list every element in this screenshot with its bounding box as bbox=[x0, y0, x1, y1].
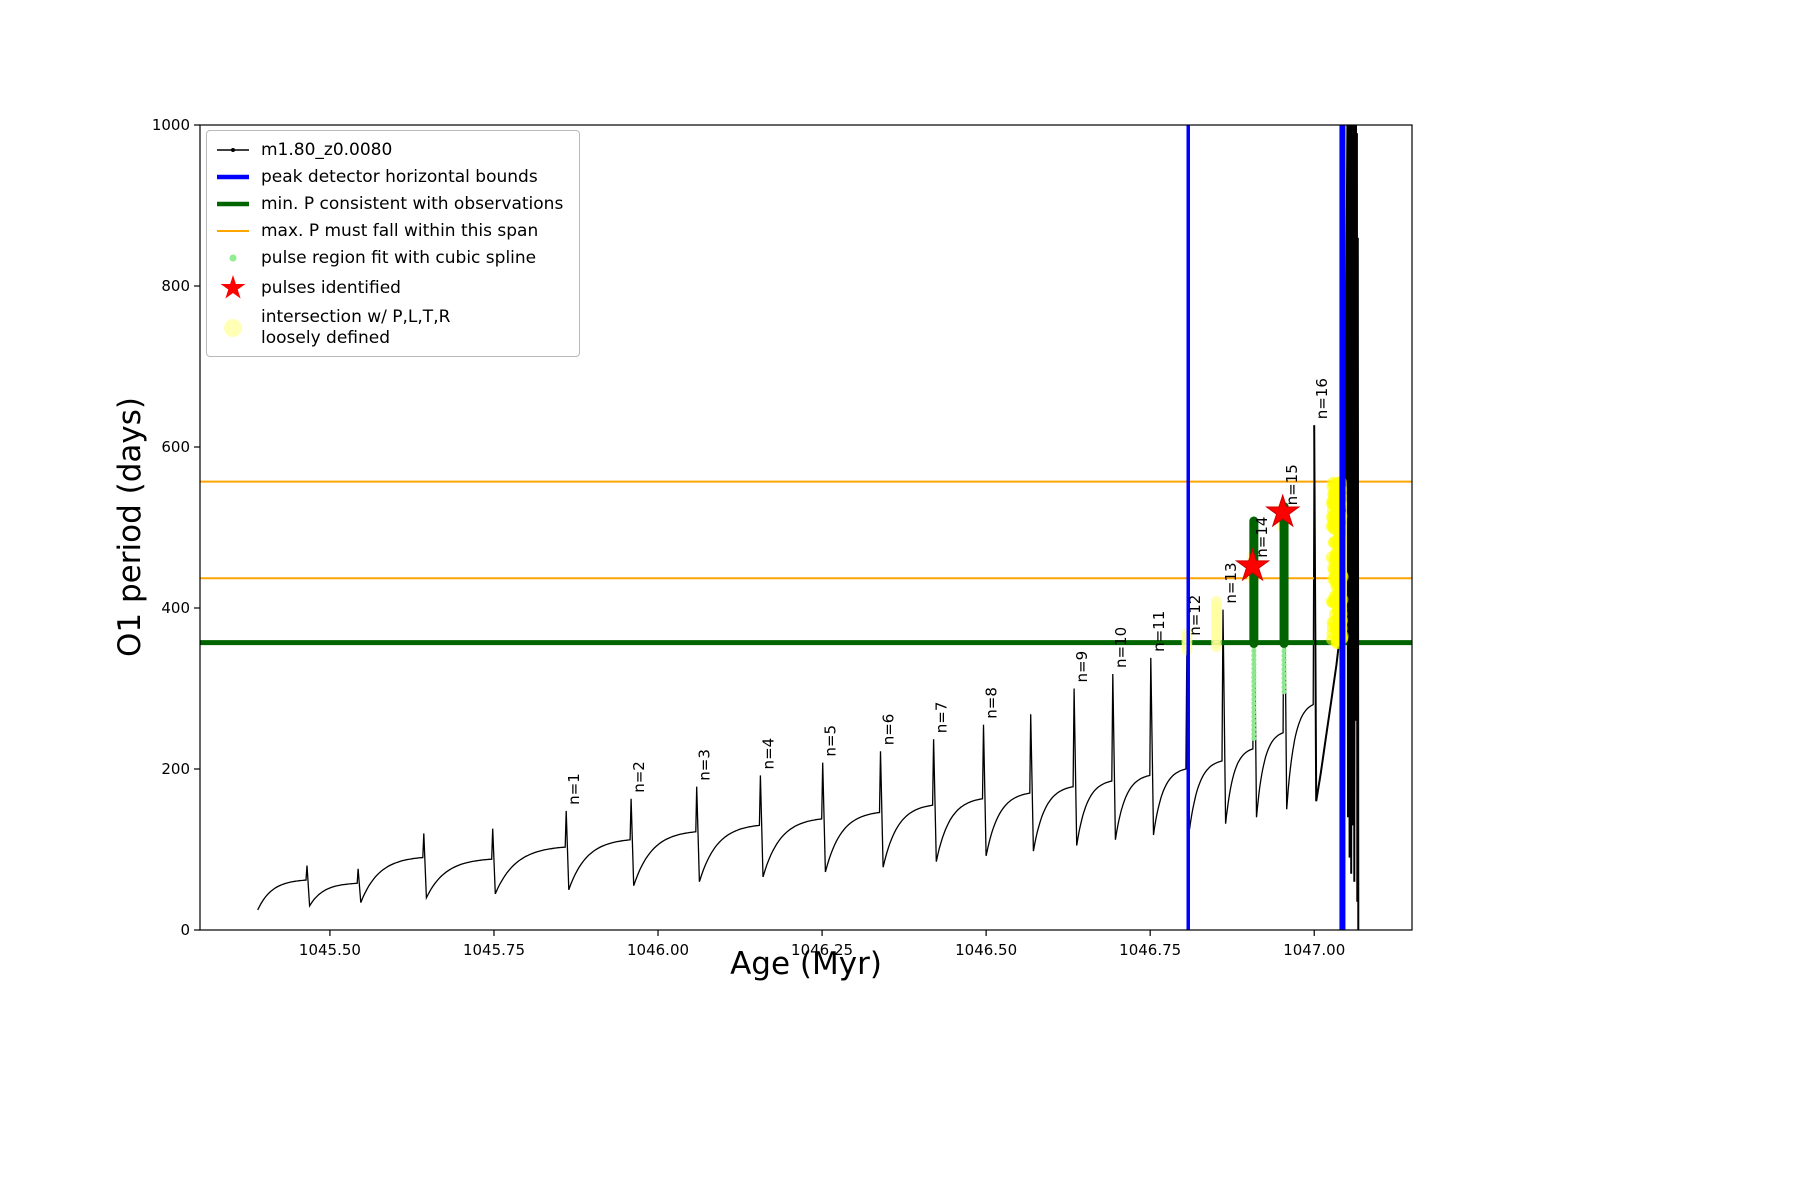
legend-label: m1.80_z0.0080 bbox=[261, 139, 393, 160]
pulse-number-label: n=8 bbox=[983, 687, 1001, 719]
spline_light-point bbox=[1251, 657, 1257, 663]
spline_light-point bbox=[1281, 680, 1287, 686]
y-tick-label: 800 bbox=[161, 277, 190, 295]
loose-point bbox=[1210, 596, 1222, 608]
x-tick-label: 1046.25 bbox=[791, 941, 853, 959]
spline_light-point bbox=[1251, 700, 1257, 707]
spline_light-point bbox=[1281, 653, 1287, 659]
y-tick-label: 200 bbox=[161, 760, 190, 778]
spline_light-point bbox=[1251, 648, 1257, 654]
legend-label: pulse region fit with cubic spline bbox=[261, 247, 537, 268]
pulse-number-label: n=13 bbox=[1222, 562, 1240, 603]
legend-label: min. P consistent with observations bbox=[261, 193, 564, 214]
x-tick-label: 1046.00 bbox=[627, 941, 689, 959]
series-line-icon bbox=[215, 139, 251, 161]
spline_light-point bbox=[1281, 666, 1287, 672]
pulse-labels: n=1 n=2 n=3 n=4 n=5 n=6 n=7 n=8 n=9 n=10 n=11 n=12 n… bbox=[565, 378, 1331, 805]
pulse-number-label: n=12 bbox=[1186, 595, 1204, 636]
spline_light-point bbox=[1281, 657, 1287, 663]
plot-area bbox=[200, 125, 1412, 930]
pulse-number-label: n=9 bbox=[1073, 651, 1091, 683]
x-tick-label: 1045.75 bbox=[463, 941, 525, 959]
spline_light-point bbox=[1251, 696, 1257, 702]
pulse-number-label: n=15 bbox=[1283, 464, 1301, 505]
identified-pulse-star bbox=[1234, 547, 1271, 582]
spline_light-point bbox=[1251, 713, 1257, 720]
peak-bounds-line-icon bbox=[215, 166, 251, 188]
legend-label: peak detector horizontal bounds bbox=[261, 166, 538, 187]
y-axis-label: O1 period (days) bbox=[112, 397, 148, 657]
pulse-number-label: n=4 bbox=[759, 738, 777, 770]
spline_light-point bbox=[1281, 662, 1287, 668]
pulse-number-label: n=11 bbox=[1150, 611, 1168, 652]
pulse-number-label: n=3 bbox=[696, 749, 714, 781]
spline_light-point bbox=[1281, 648, 1287, 654]
spline_light-point bbox=[1251, 661, 1257, 667]
y-tick-label: 400 bbox=[161, 599, 190, 617]
y-tick-label: 0 bbox=[180, 921, 190, 939]
model-curve bbox=[257, 425, 1315, 911]
spline_light-point bbox=[1281, 675, 1287, 681]
spline_light-point bbox=[1251, 674, 1257, 680]
x-tick-label: 1046.75 bbox=[1119, 941, 1181, 959]
spline-fit-dot-icon bbox=[215, 247, 251, 269]
legend-item: intersection w/ P,L,T,R loosely defined bbox=[215, 307, 563, 348]
spline_light-point bbox=[1251, 652, 1257, 658]
max-period-span-line-icon bbox=[215, 220, 251, 242]
spline_light-point bbox=[1281, 689, 1287, 695]
legend-item: m1.80_z0.0080 bbox=[215, 139, 563, 161]
spline_light-point bbox=[1251, 718, 1257, 724]
spline_light-point bbox=[1251, 687, 1257, 693]
legend-item: pulses identified bbox=[215, 274, 563, 302]
spline_light-point bbox=[1251, 665, 1257, 672]
legend-item: pulse region fit with cubic spline bbox=[215, 247, 563, 269]
pulse-star-icon bbox=[215, 274, 251, 302]
x-axis-label: Age (Myr) bbox=[730, 946, 882, 982]
spline_light-point bbox=[1251, 670, 1257, 676]
spline_light-point bbox=[1251, 735, 1257, 742]
legend-item: peak detector horizontal bounds bbox=[215, 166, 563, 188]
legend-label: pulses identified bbox=[261, 277, 401, 298]
spline_light-point bbox=[1281, 684, 1287, 690]
pulse-number-label: n=7 bbox=[933, 702, 951, 734]
spline_light-point bbox=[1251, 731, 1257, 737]
pulse-number-label: n=1 bbox=[565, 773, 583, 805]
pulse-number-label: n=5 bbox=[822, 725, 840, 757]
spline_light-point bbox=[1251, 692, 1257, 698]
x-tick-label: 1045.50 bbox=[299, 941, 361, 959]
spline_light-point bbox=[1251, 705, 1257, 711]
legend-item: max. P must fall within this span bbox=[215, 220, 563, 242]
spline_light-point bbox=[1251, 683, 1257, 689]
pulse-number-label: n=2 bbox=[630, 761, 648, 793]
legend-label: max. P must fall within this span bbox=[261, 220, 539, 241]
identified-pulse-star bbox=[1265, 493, 1301, 528]
x-tick-label: 1046.50 bbox=[955, 941, 1017, 959]
axes-frame bbox=[199, 124, 1413, 931]
x-tick-label: 1047.00 bbox=[1283, 941, 1345, 959]
pulse-number-label: n=14 bbox=[1253, 517, 1271, 558]
spline_light-point bbox=[1281, 671, 1287, 677]
y-tick-label: 1000 bbox=[152, 116, 190, 134]
pulse-number-label: n=10 bbox=[1112, 627, 1130, 668]
legend-label: intersection w/ P,L,T,R loosely defined bbox=[261, 307, 451, 348]
spline_light-point bbox=[1251, 722, 1257, 728]
pulse-number-label: n=6 bbox=[879, 714, 897, 746]
spline_light-point bbox=[1251, 727, 1257, 733]
pulse-number-label: n=16 bbox=[1313, 378, 1331, 419]
intersection-dot-icon bbox=[215, 315, 251, 341]
legend-item: min. P consistent with observations bbox=[215, 193, 563, 215]
y-tick-label: 600 bbox=[161, 438, 190, 456]
spline_light-point bbox=[1251, 709, 1257, 715]
model-curve-endphase bbox=[1313, 125, 1360, 930]
spline_light-point bbox=[1251, 679, 1257, 685]
min-period-line-icon bbox=[215, 193, 251, 215]
